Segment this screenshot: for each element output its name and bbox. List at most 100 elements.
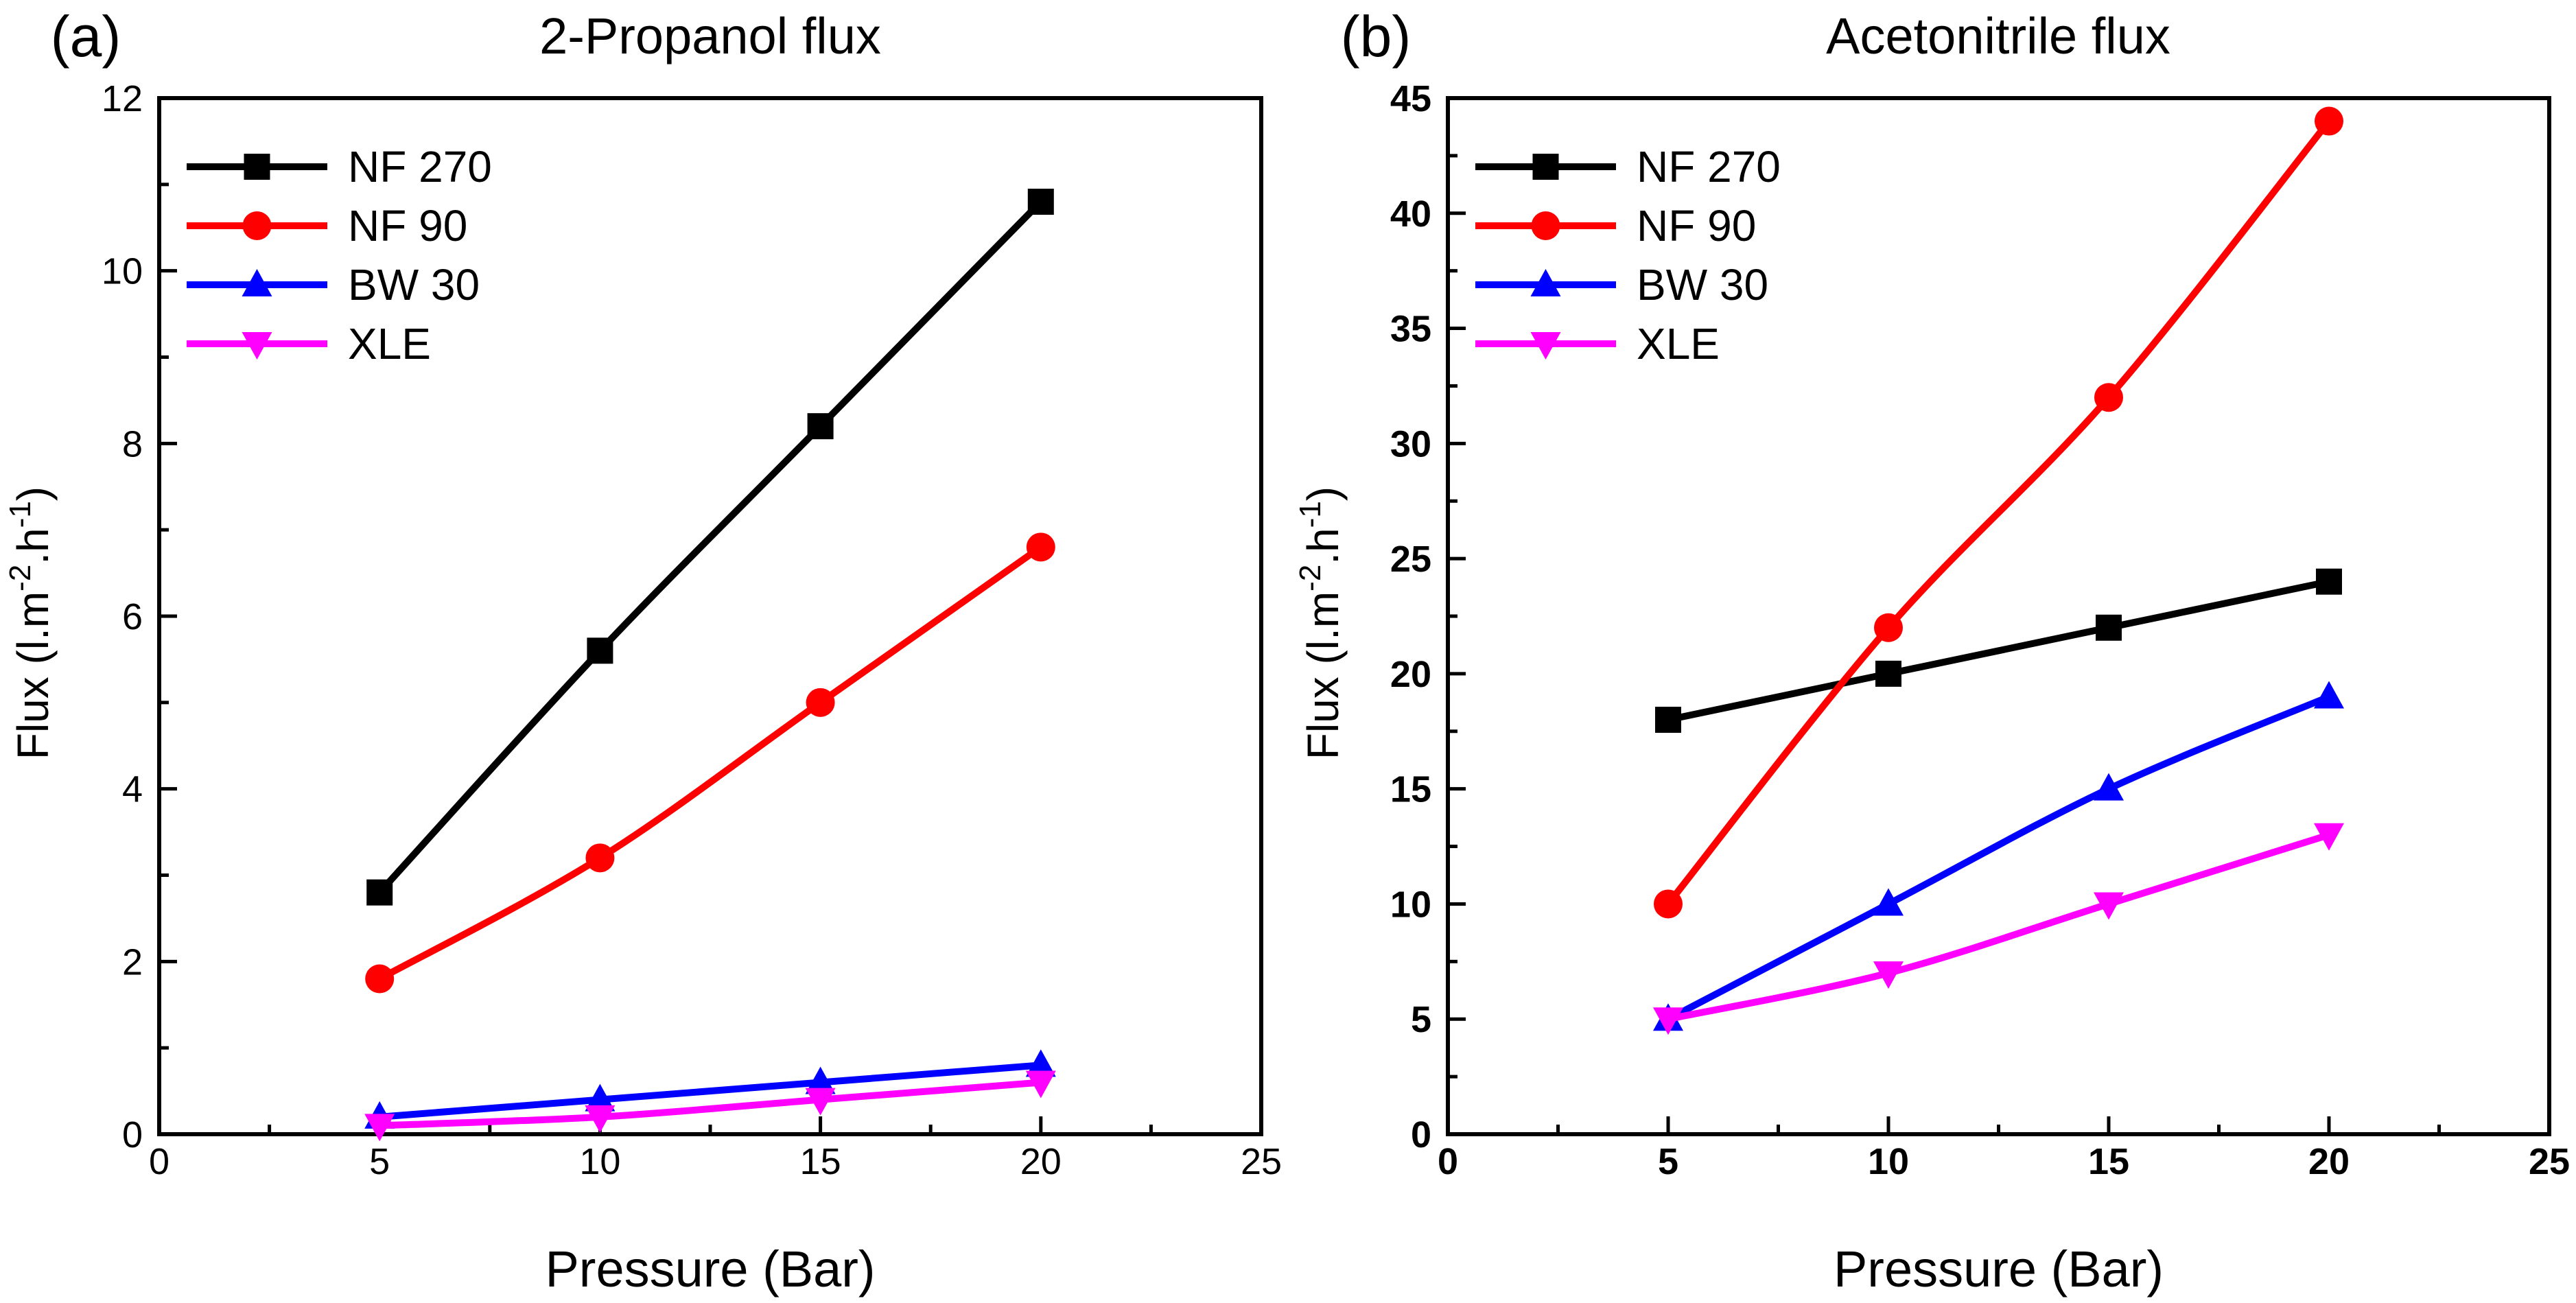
y-axis-label-main: Flux (l.m (8, 591, 58, 760)
y-tick-label: 10 (1390, 884, 1431, 925)
panel-label: (b) (1341, 4, 1412, 69)
y-tick-label: 2 (122, 941, 143, 983)
data-point-nf-270 (1655, 707, 1681, 733)
plot-frame (157, 96, 1263, 1136)
series-line-xle (379, 1079, 1042, 1129)
legend-marker (242, 211, 272, 240)
legend-label: NF 90 (1637, 201, 1756, 250)
y-tick-label: 5 (1411, 999, 1431, 1040)
data-point-nf-90 (2094, 383, 2123, 412)
y-axis-label-main: Flux (l.m (1298, 591, 1348, 760)
y-tick-label: 8 (122, 423, 143, 465)
data-point-xle (1873, 961, 1904, 989)
series-line-bw-30 (379, 1061, 1042, 1120)
plot-frame (1446, 96, 2551, 1136)
legend-label: XLE (1637, 319, 1720, 368)
data-point-xle (585, 1105, 616, 1133)
data-point-xle (805, 1088, 836, 1116)
series-line-nf-90 (1665, 119, 2332, 906)
y-axis-label-mid: .h (1298, 528, 1348, 564)
data-point-nf-270 (1875, 660, 1901, 687)
data-point-nf-90 (585, 843, 615, 873)
y-axis-label-sup2: -1 (3, 501, 37, 528)
series-line-nf-90 (377, 544, 1043, 982)
y-tick-label: 12 (102, 78, 143, 119)
legend-label: XLE (348, 319, 431, 368)
y-axis-label-sup2: -1 (1293, 501, 1327, 528)
y-tick-label: 0 (1411, 1114, 1431, 1155)
x-tick-label: 10 (1868, 1141, 1909, 1182)
x-tick-label: 5 (369, 1141, 390, 1182)
y-tick-label: 0 (122, 1114, 143, 1155)
panel-label: (a) (51, 4, 121, 69)
x-tick-label: 5 (1658, 1141, 1678, 1182)
panel-b: (b) Acetonitrile flux 0 5 10 15 20 25 0 5 10 15 20 25… (1293, 4, 2570, 1298)
data-point-nf-90 (1654, 889, 1683, 919)
legend-label: NF 90 (348, 201, 467, 250)
data-point-nf-270 (587, 637, 613, 664)
x-tick-label: 0 (1438, 1141, 1458, 1182)
y-axis-label-sup1: -2 (1293, 565, 1327, 591)
x-tick-label: 15 (2088, 1141, 2129, 1182)
y-tick-label: 30 (1390, 423, 1431, 465)
data-point-bw-30 (585, 1083, 616, 1112)
data-point-nf-270 (2096, 614, 2122, 641)
legend-marker (244, 154, 270, 180)
x-axis-label: Pressure (Bar) (1834, 1241, 2164, 1298)
y-tick-label: 10 (102, 251, 143, 292)
legend-marker (1530, 269, 1561, 296)
series-line-bw-30 (1666, 693, 2330, 1022)
y-axis-label-sup1: -2 (3, 565, 37, 591)
legend-marker (1531, 211, 1560, 240)
series-line-nf-270 (377, 199, 1044, 895)
legend-marker (242, 332, 272, 360)
data-point-xle (2094, 892, 2124, 920)
x-tick-label: 15 (800, 1141, 841, 1182)
data-point-nf-270 (2316, 568, 2342, 595)
x-axis-label: Pressure (Bar) (545, 1241, 875, 1298)
panel-a: (a) 2-Propanol flux 0 5 10 15 20 25 0 2 4 6 8 10 12 Pre… (3, 4, 1282, 1298)
y-tick-label: 40 (1390, 193, 1431, 235)
x-tick-label: 10 (579, 1141, 620, 1182)
y-tick-label: 15 (1390, 769, 1431, 810)
y-axis-label: Flux (l.m-2.h-1) (3, 486, 58, 760)
data-point-nf-270 (1027, 189, 1054, 215)
y-tick-label: 25 (1390, 539, 1431, 580)
y-tick-label: 4 (122, 769, 143, 810)
data-point-nf-90 (1026, 532, 1055, 562)
data-point-nf-90 (1874, 613, 1903, 642)
x-tick-label: 25 (2529, 1141, 2570, 1182)
data-point-bw-30 (1873, 888, 1904, 916)
data-point-bw-30 (2314, 681, 2344, 709)
data-point-xle (1653, 1007, 1683, 1035)
series-line-nf-270 (1667, 578, 2330, 723)
chart-title: Acetonitrile flux (1826, 8, 2170, 64)
y-axis-label-mid: .h (8, 528, 58, 564)
chart-title: 2-Propanol flux (539, 8, 881, 64)
data-point-xle (1025, 1070, 1056, 1099)
legend-marker (1532, 154, 1559, 180)
y-axis-label-end: ) (1298, 486, 1348, 501)
x-tick-label: 20 (1020, 1141, 1062, 1182)
data-point-nf-90 (2315, 106, 2343, 136)
legend-label: NF 270 (1637, 142, 1781, 191)
legend-label: BW 30 (1637, 260, 1768, 309)
legend-label: BW 30 (348, 260, 480, 309)
x-tick-label: 20 (2308, 1141, 2350, 1182)
y-tick-label: 6 (122, 596, 143, 637)
data-point-bw-30 (1025, 1049, 1056, 1077)
data-point-bw-30 (2094, 773, 2124, 801)
data-point-nf-270 (807, 413, 834, 440)
data-point-xle (2314, 823, 2344, 851)
data-point-xle (364, 1114, 395, 1142)
data-point-bw-30 (805, 1066, 836, 1094)
legend-label: NF 270 (348, 142, 492, 191)
y-axis-label: Flux (l.m-2.h-1) (1293, 486, 1348, 760)
data-point-nf-90 (365, 964, 395, 994)
x-tick-label: 0 (149, 1141, 169, 1182)
legend-marker (1530, 332, 1561, 360)
data-point-nf-90 (806, 688, 835, 717)
x-tick-label: 25 (1241, 1141, 1282, 1182)
legend-marker (242, 269, 272, 296)
